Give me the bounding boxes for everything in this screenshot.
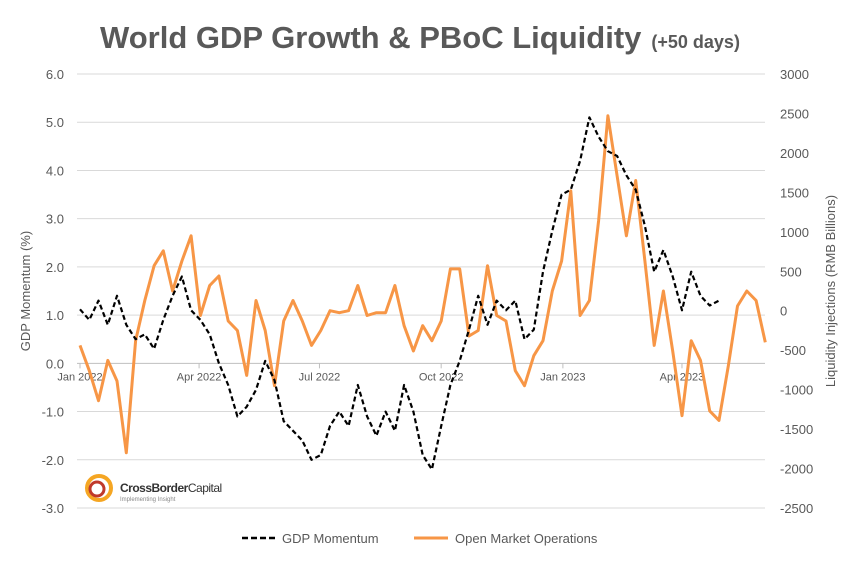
legend-item-gdp[interactable]: GDP Momentum — [242, 531, 379, 546]
right-tick-label: -1500 — [780, 422, 813, 437]
left-axis-ticks: 6.0 5.0 4.0 3.0 2.0 1.0 0.0 -1.0 -2.0 -3.0 — [42, 67, 64, 516]
x-tick-label: Apr 2023 — [660, 371, 705, 383]
logo-tagline: Implementing Insight — [120, 497, 176, 503]
right-tick-label: 500 — [780, 264, 802, 279]
left-tick-label: -1.0 — [42, 405, 64, 420]
legend-item-omo[interactable]: Open Market Operations — [414, 531, 598, 546]
right-axis-ticks: 3000 2500 2000 1500 1000 500 0 -500 -1000 -1500 -2… — [780, 67, 813, 516]
x-tick-label: Jul 2022 — [299, 371, 341, 383]
right-tick-label: 1000 — [780, 225, 809, 240]
right-axis-title: Liquidity Injections (RMB Billions) — [823, 195, 838, 387]
left-tick-label: 0.0 — [46, 356, 64, 371]
right-tick-label: -1000 — [780, 383, 813, 398]
chart-title: World GDP Growth & PBoC Liquidity (+50 da… — [100, 20, 740, 55]
right-tick-label: 0 — [780, 304, 787, 319]
right-tick-label: 3000 — [780, 67, 809, 82]
logo-ring-inner — [88, 480, 106, 498]
right-tick-label: -2500 — [780, 501, 813, 516]
series-line-open-market-operations — [78, 114, 767, 455]
left-axis-title: GDP Momentum (%) — [18, 231, 33, 351]
logo-name: CrossBorderCapital — [120, 481, 222, 495]
series-group — [78, 114, 767, 471]
legend: GDP Momentum Open Market Operations — [242, 531, 598, 546]
right-tick-label: 2000 — [780, 146, 809, 161]
left-tick-label: -3.0 — [42, 501, 64, 516]
right-tick-label: 2500 — [780, 106, 809, 121]
chart-title-main: World GDP Growth & PBoC Liquidity — [100, 20, 642, 55]
right-tick-label: 1500 — [780, 185, 809, 200]
crossborder-logo: CrossBorderCapital Implementing Insight — [85, 474, 222, 503]
left-tick-label: 4.0 — [46, 163, 64, 178]
x-tick-label: Jan 2023 — [540, 371, 585, 383]
x-tick-label: Jan 2022 — [57, 371, 102, 383]
left-tick-label: 3.0 — [46, 212, 64, 227]
left-tick-label: 6.0 — [46, 67, 64, 82]
left-tick-label: 1.0 — [46, 308, 64, 323]
left-tick-label: 5.0 — [46, 115, 64, 130]
right-tick-label: -2000 — [780, 462, 813, 477]
legend-label-gdp: GDP Momentum — [282, 531, 379, 546]
right-tick-label: -500 — [780, 343, 806, 358]
gridlines — [77, 73, 765, 509]
x-tick-label: Oct 2022 — [419, 371, 464, 383]
logo-ring-outer — [85, 474, 113, 502]
x-axis-ticks: Jan 2022 Apr 2022 Jul 2022 Oct 2022 Jan 2023… — [57, 363, 704, 383]
left-tick-label: -2.0 — [42, 453, 64, 468]
left-tick-label: 2.0 — [46, 260, 64, 275]
chart-subtitle: (+50 days) — [651, 32, 740, 52]
legend-label-omo: Open Market Operations — [455, 531, 598, 546]
x-tick-label: Apr 2022 — [177, 371, 222, 383]
